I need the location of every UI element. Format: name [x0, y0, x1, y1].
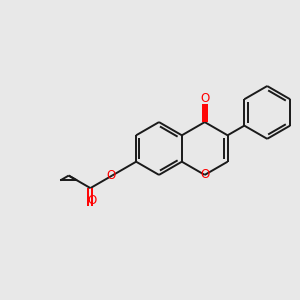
Text: O: O	[200, 168, 209, 182]
Text: O: O	[200, 92, 209, 105]
Text: O: O	[87, 194, 97, 207]
Text: O: O	[106, 169, 115, 182]
